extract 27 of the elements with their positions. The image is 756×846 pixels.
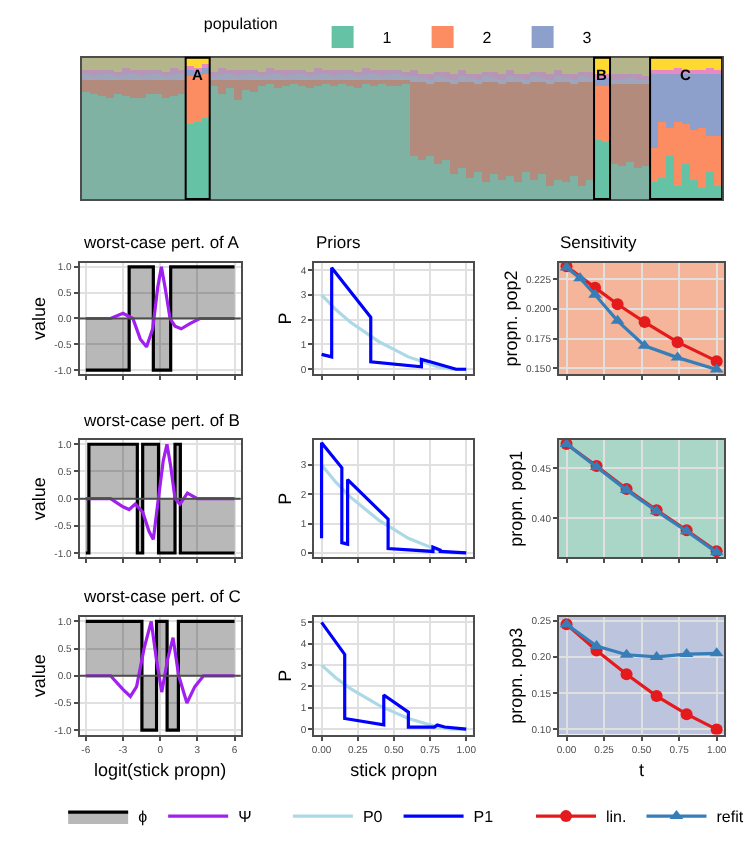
legend-title: population bbox=[203, 14, 287, 33]
chart-title: worst-case pert. of A bbox=[82, 232, 240, 252]
legend-label: Ψ bbox=[238, 808, 253, 827]
legend-label: refit bbox=[716, 808, 745, 827]
legend-label: ϕ bbox=[138, 808, 149, 827]
y-axis-title: propn. pop2 bbox=[500, 270, 521, 367]
legend-label: lin. bbox=[606, 808, 627, 827]
y-axis-title: value bbox=[29, 477, 50, 521]
chart-title: Priors bbox=[316, 232, 361, 252]
y-axis-title: P bbox=[275, 492, 296, 505]
y-axis-title: P bbox=[275, 312, 296, 325]
y-axis-title: value bbox=[29, 296, 50, 340]
y-axis-title: propn. pop1 bbox=[506, 450, 527, 547]
x-axis-title: stick propn bbox=[350, 760, 438, 781]
chart-title: Sensitivity bbox=[560, 232, 639, 252]
y-axis-title: propn. pop3 bbox=[506, 627, 527, 724]
legend-label: 2 bbox=[482, 29, 493, 48]
chart-title: worst-case pert. of C bbox=[82, 586, 241, 606]
y-axis-title: value bbox=[29, 654, 50, 698]
legend-label: 3 bbox=[582, 29, 593, 48]
legend-label: P1 bbox=[473, 808, 495, 827]
x-axis-title: t bbox=[639, 760, 646, 781]
legend-label: P0 bbox=[362, 808, 384, 827]
x-axis-title: logit(stick propn) bbox=[94, 760, 227, 781]
legend-label: 1 bbox=[382, 29, 393, 48]
chart-title: worst-case pert. of B bbox=[82, 410, 241, 430]
y-axis-title: P bbox=[275, 669, 296, 682]
